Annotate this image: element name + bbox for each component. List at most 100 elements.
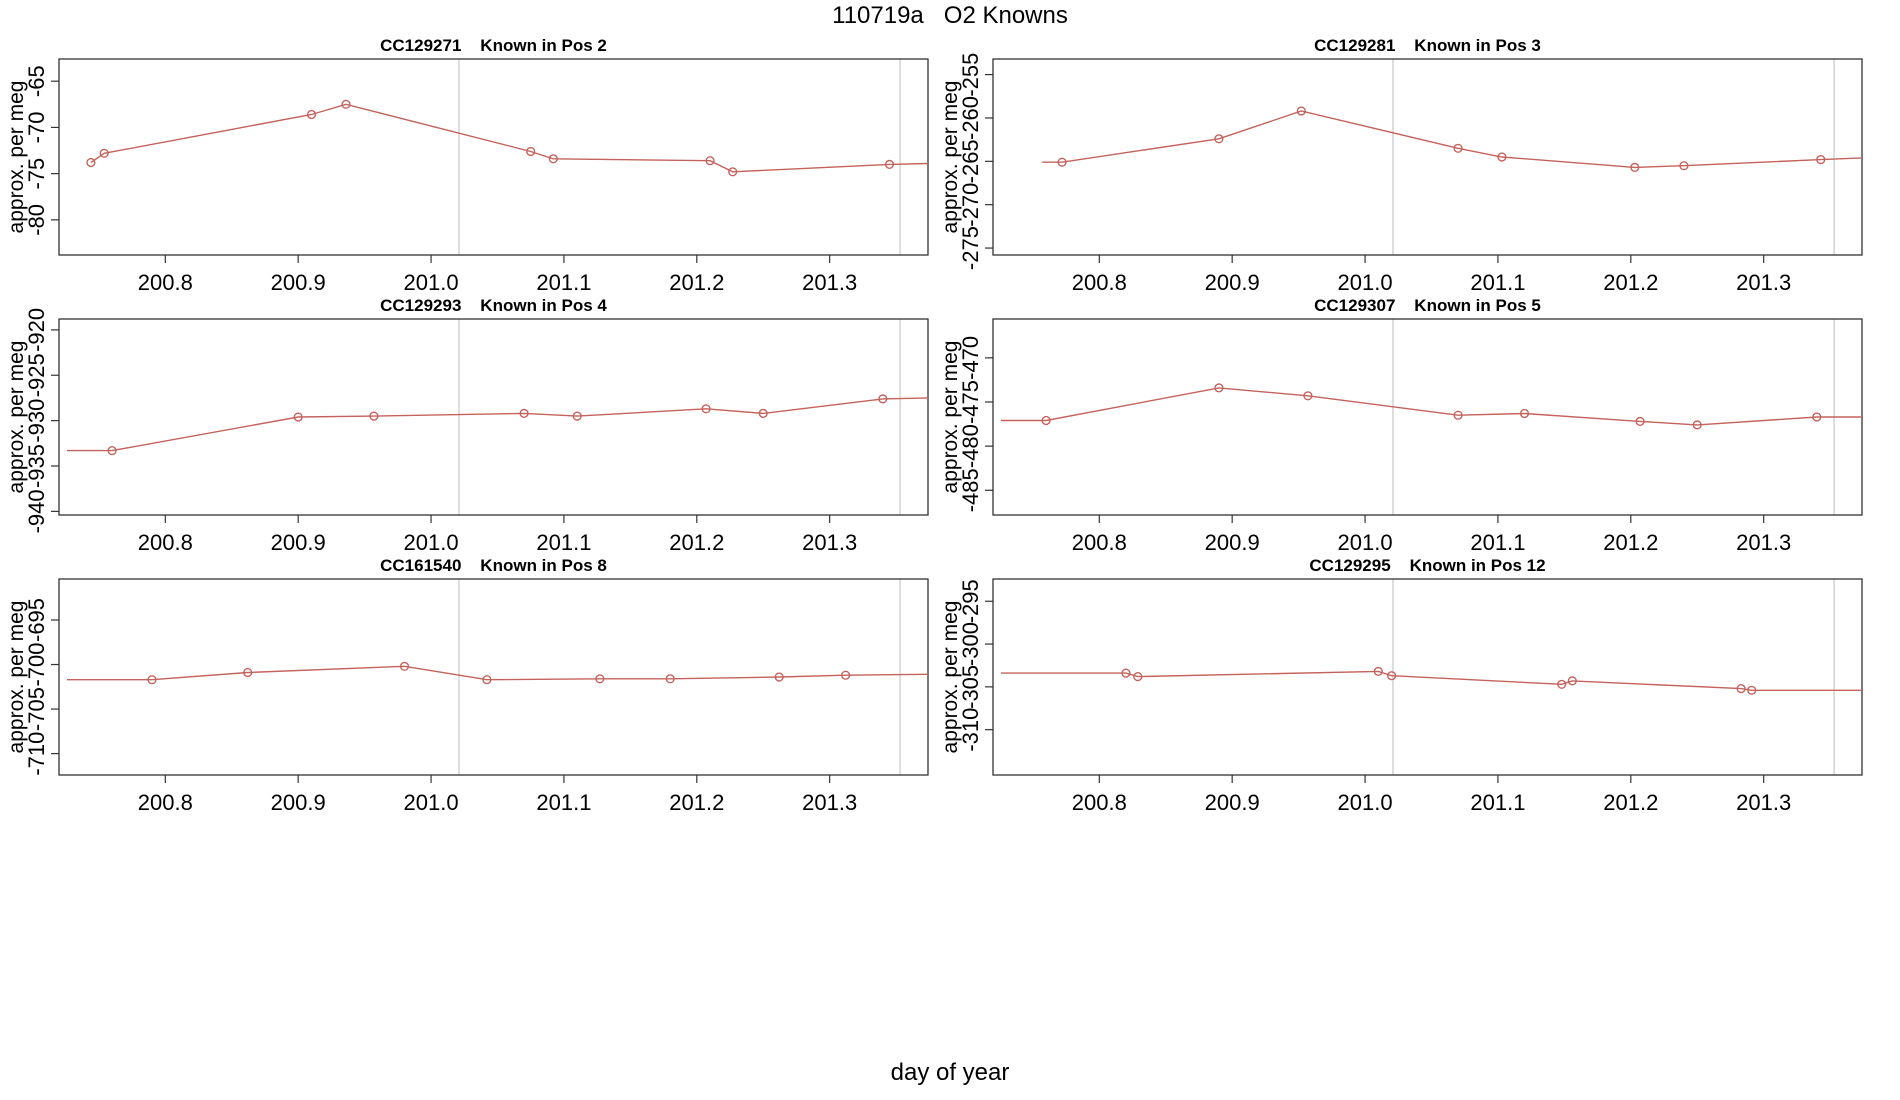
data-point-marker	[840, 670, 851, 680]
series-line	[1001, 670, 1862, 691]
x-tick-label: 201.1	[536, 530, 591, 555]
x-tick-label: 200.9	[1205, 530, 1260, 555]
panel-title: CC129281 Known in Pos 3	[1314, 36, 1541, 55]
x-tick-label: 200.9	[1205, 790, 1260, 815]
panel-title: CC129307 Known in Pos 5	[1314, 296, 1541, 315]
y-tick-label: -695	[24, 598, 49, 642]
data-point-marker	[399, 661, 410, 671]
data-point-marker	[1630, 162, 1640, 173]
x-tick-label: 200.8	[1072, 530, 1127, 555]
plot-border	[58, 58, 929, 256]
panel-title: CC161540 Known in Pos 8	[380, 556, 607, 575]
data-point-marker	[1812, 412, 1822, 422]
x-tick-label: 201.1	[536, 270, 591, 295]
data-point-marker	[774, 672, 784, 682]
x-tick-label: 201.3	[802, 790, 857, 815]
series-line	[67, 397, 929, 452]
x-tick-label: 201.2	[669, 790, 724, 815]
data-point-marker	[705, 156, 715, 166]
y-tick-label: -935	[24, 444, 49, 488]
x-tick-label: 200.9	[271, 790, 326, 815]
y-axis-title: approx. per meg	[939, 81, 962, 234]
y-tick-label: -705	[24, 687, 49, 731]
plot-border	[992, 318, 1863, 516]
y-tick-label: -65	[24, 65, 49, 97]
data-point-marker	[1692, 420, 1702, 430]
series-line	[1001, 387, 1862, 426]
data-point-marker	[369, 411, 379, 421]
x-tick-label: 200.8	[138, 270, 193, 295]
plot-border	[58, 578, 929, 776]
x-tick-label: 200.9	[1205, 270, 1260, 295]
series-line	[1042, 110, 1863, 169]
plot-border	[58, 318, 929, 516]
y-axis-title: approx. per meg	[5, 341, 28, 494]
panel-title: CC129293 Known in Pos 4	[380, 296, 607, 315]
x-tick-label: 201.2	[1603, 790, 1658, 815]
x-tick-label: 200.9	[271, 530, 326, 555]
data-point-marker	[758, 408, 768, 419]
panel-4: CC129307 Known in Pos 5 200.8 200.9 201.0 20…	[939, 296, 1863, 555]
y-tick-label: -700	[24, 643, 49, 687]
x-tick-label: 201.3	[802, 530, 857, 555]
x-tick-label: 200.8	[1072, 790, 1127, 815]
data-point-marker	[482, 675, 492, 685]
x-tick-label: 201.2	[1603, 270, 1658, 295]
panel-2: CC129281 Known in Pos 3 200.8 200.9 201.0 20…	[939, 36, 1863, 295]
data-point-marker	[1373, 666, 1383, 677]
y-tick-label: -930	[24, 399, 49, 443]
x-tick-label: 201.3	[1736, 790, 1791, 815]
y-tick-label: -75	[24, 158, 49, 190]
x-tick-label: 201.2	[669, 270, 724, 295]
panel-3: CC129293 Known in Pos 4 200.8 200.9 201.0 20…	[5, 296, 929, 555]
x-tick-label: 201.0	[1338, 790, 1393, 815]
x-tick-label: 201.0	[404, 790, 459, 815]
figure-title: 110719a O2 Knowns	[832, 2, 1068, 29]
data-point-marker	[1041, 415, 1051, 426]
data-point-marker	[1635, 416, 1645, 427]
x-tick-label: 201.2	[1603, 530, 1658, 555]
data-point-marker	[293, 412, 303, 422]
data-point-marker	[665, 674, 675, 684]
data-point-marker	[1816, 155, 1826, 165]
panel-1: CC129271 Known in Pos 2 200.8 200.9 201.0 20…	[5, 36, 929, 295]
x-tick-label: 201.2	[669, 530, 724, 555]
data-point-marker	[1679, 161, 1689, 171]
panel-5: CC161540 Known in Pos 8 200.8 200.9 201.0 20…	[5, 556, 929, 815]
x-tick-label: 201.0	[404, 530, 459, 555]
y-tick-label: -310	[958, 708, 983, 752]
data-point-marker	[1386, 671, 1397, 681]
data-point-marker	[306, 109, 317, 120]
y-tick-label: -270	[958, 183, 983, 227]
data-point-marker	[341, 99, 351, 109]
data-point-marker	[701, 404, 711, 414]
y-tick-label: -940	[24, 489, 49, 533]
data-point-marker	[1214, 383, 1224, 393]
y-tick-label: -70	[24, 112, 49, 144]
y-tick-label: -920	[24, 308, 49, 352]
x-tick-label: 201.1	[1470, 270, 1525, 295]
data-point-marker	[107, 446, 117, 456]
x-tick-label: 201.3	[802, 270, 857, 295]
x-tick-label: 200.8	[138, 790, 193, 815]
panel-6: CC129295 Known in Pos 12 200.8 200.9 201.0 2…	[939, 556, 1863, 815]
x-axis-label: day of year	[890, 1059, 1010, 1086]
y-tick-label: -305	[958, 665, 983, 709]
data-point-marker	[572, 411, 582, 421]
y-tick-label: -255	[958, 53, 983, 97]
data-point-marker	[147, 675, 157, 685]
data-point-marker	[728, 167, 738, 177]
y-tick-label: -80	[24, 204, 49, 236]
data-point-marker	[1057, 157, 1067, 167]
data-point-marker	[1497, 152, 1507, 162]
data-point-marker	[519, 408, 529, 419]
y-tick-label: -275	[958, 226, 983, 270]
x-tick-label: 201.1	[1470, 790, 1525, 815]
data-point-marker	[548, 154, 558, 164]
data-point-marker	[1567, 676, 1577, 686]
y-tick-label: -260	[958, 96, 983, 140]
y-axis-title: approx. per meg	[5, 601, 28, 754]
plot-border	[992, 58, 1863, 256]
x-tick-label: 201.0	[404, 270, 459, 295]
